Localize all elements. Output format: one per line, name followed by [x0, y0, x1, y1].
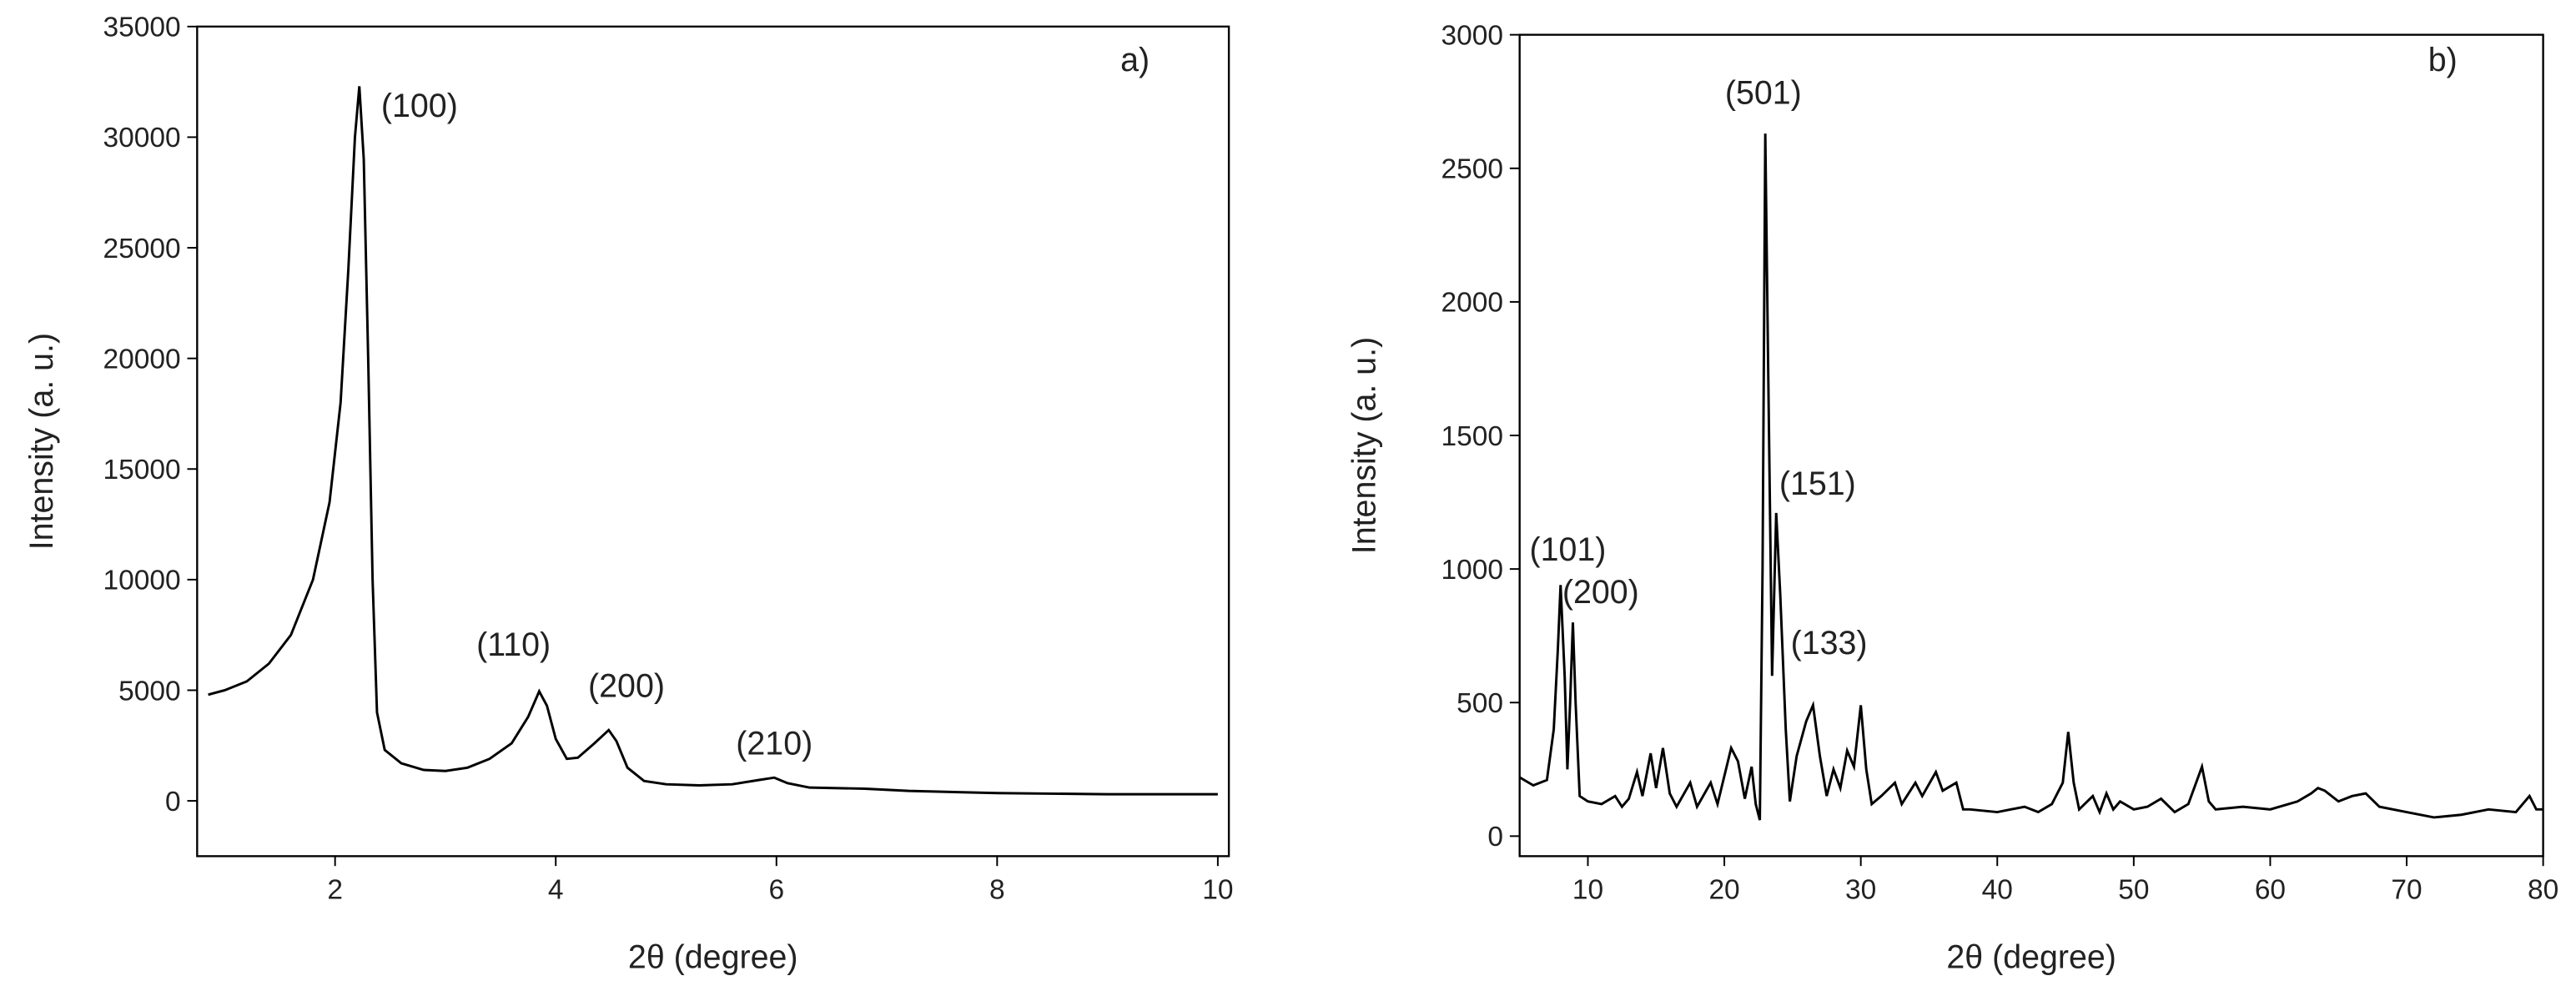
y-axis-label: Intensity (a. u.): [23, 333, 60, 550]
x-tick-label: 4: [548, 875, 564, 906]
y-tick-label: 30000: [103, 123, 181, 153]
annotation: (200): [1562, 574, 1639, 611]
x-tick-label: 40: [1982, 875, 2013, 906]
annotation: (210): [736, 725, 813, 762]
y-tick-label: 1500: [1441, 421, 1503, 452]
x-tick-label: 10: [1202, 875, 1233, 906]
y-tick-label: 2500: [1441, 154, 1503, 185]
annotation: (200): [588, 667, 665, 704]
y-tick-label: 15000: [103, 455, 181, 485]
annotation: (100): [381, 88, 458, 124]
y-tick-label: 5000: [118, 676, 180, 707]
y-tick-label: 20000: [103, 344, 181, 375]
x-axis-label: 2θ (degree): [1946, 938, 2116, 975]
data-line: [208, 86, 1218, 796]
x-tick-label: 60: [2255, 875, 2286, 906]
y-tick-label: 10000: [103, 566, 181, 596]
x-tick-label: 8: [989, 875, 1005, 906]
x-axis-label: 2θ (degree): [628, 938, 798, 975]
annotation: a): [1120, 42, 1150, 78]
annotation: (501): [1725, 74, 1802, 111]
y-tick-label: 0: [1487, 822, 1503, 853]
y-tick-label: 0: [165, 787, 181, 817]
annotation: (110): [476, 626, 551, 663]
annotation: b): [2428, 42, 2458, 78]
y-tick-label: 35000: [103, 13, 181, 43]
x-tick-label: 20: [1708, 875, 1739, 906]
y-tick-label: 2000: [1441, 288, 1503, 319]
x-tick-label: 6: [768, 875, 784, 906]
annotation: (151): [1779, 465, 1856, 502]
x-tick-label: 80: [2528, 875, 2558, 906]
x-tick-label: 2: [327, 875, 343, 906]
plot-frame: [1518, 33, 2544, 858]
annotation: (101): [1530, 531, 1607, 568]
annotation: (133): [1791, 625, 1868, 661]
y-tick-label: 25000: [103, 234, 181, 264]
y-tick-label: 500: [1457, 688, 1503, 719]
y-tick-label: 1000: [1441, 555, 1503, 586]
x-tick-label: 70: [2391, 875, 2422, 906]
x-tick-label: 30: [1845, 875, 1876, 906]
y-axis-label: Intensity (a. u.): [1346, 337, 1382, 554]
plot-frame: [196, 25, 1230, 858]
y-tick-label: 3000: [1441, 20, 1503, 51]
data-line: [1518, 133, 2543, 821]
x-tick-label: 10: [1572, 875, 1603, 906]
x-tick-label: 50: [2118, 875, 2149, 906]
